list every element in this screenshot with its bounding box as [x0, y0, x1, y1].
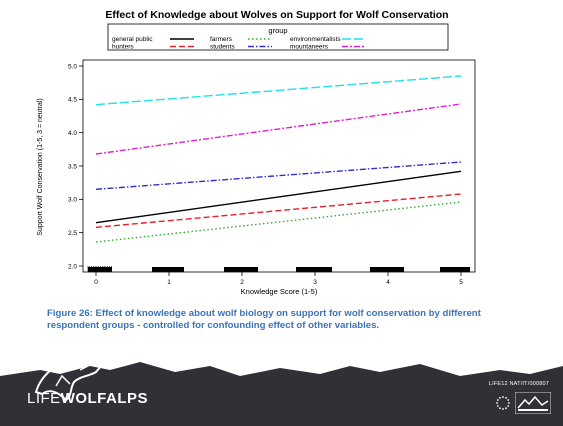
series-lines — [95, 75, 462, 243]
y-axis-label: Support Wolf Conservation (1-5, 3 = neut… — [37, 98, 44, 235]
rug-bar — [370, 267, 404, 272]
plot-frame — [82, 59, 476, 273]
y-tick-label: 4.0 — [68, 130, 77, 137]
y-tick-label: 4.5 — [68, 97, 77, 104]
footer-banner — [0, 354, 563, 426]
series-line-hunters — [95, 193, 462, 229]
natura2000-logo-icon — [515, 392, 551, 414]
series-line-mountaneers — [95, 103, 462, 155]
y-tick-label: 2.5 — [68, 230, 77, 237]
y-tick-label: 3.5 — [68, 163, 77, 170]
legend-box — [107, 23, 449, 51]
legend-label: general public — [112, 36, 153, 43]
series-line-farmers — [95, 201, 462, 243]
rug-marks — [87, 266, 470, 272]
rug-bar — [296, 267, 332, 272]
legend-label: hunters — [112, 44, 134, 51]
brand-prefix: LIFE — [27, 390, 61, 407]
x-tick-label: 5 — [459, 279, 463, 286]
eu-stars-icon — [496, 396, 510, 410]
x-tick-label: 4 — [386, 279, 390, 286]
legend-title: group — [268, 26, 287, 35]
series-line-general-public — [95, 170, 462, 224]
wolf-logo-icon — [34, 354, 103, 402]
series-line-environmentalists — [95, 75, 462, 106]
rug-bar — [88, 267, 112, 272]
legend-label: farmers — [210, 36, 233, 43]
legend-label: environmentalists — [290, 36, 341, 43]
chart-title: Effect of Knowledge about Wolves on Supp… — [105, 9, 448, 21]
mountain-silhouette — [0, 362, 563, 426]
series-line-students — [95, 161, 462, 191]
legend: group general public farmers environmental… — [107, 23, 449, 51]
brand-name: WOLFALPS — [60, 390, 149, 407]
axes: 0 1 2 3 4 5 2.0 2.5 3.0 3.5 4.0 4.5 5.0 — [68, 63, 463, 286]
legend-label: mountaneers — [290, 44, 329, 51]
figure-caption: Figure 26: Effect of knowledge about wol… — [47, 308, 481, 331]
rug-bar — [440, 267, 470, 272]
y-tick-label: 2.0 — [68, 263, 77, 270]
x-axis-label: Knowledge Score (1-5) — [241, 287, 318, 296]
wolf-logo-detail — [55, 365, 89, 387]
legend-label: students — [210, 44, 235, 51]
x-tick-label: 3 — [313, 279, 317, 286]
y-tick-label: 5.0 — [68, 63, 77, 70]
project-code: LIFE12 NAT/IT/000807 — [488, 381, 549, 387]
x-tick-label: 1 — [167, 279, 171, 286]
x-tick-label: 0 — [94, 279, 98, 286]
x-tick-label: 2 — [240, 279, 244, 286]
y-tick-label: 3.0 — [68, 197, 77, 204]
chart: Effect of Knowledge about Wolves on Supp… — [37, 9, 476, 296]
rug-bar — [152, 267, 184, 272]
brand-logo: LIFEWOLFALPS — [27, 390, 148, 407]
rug-bar — [224, 267, 258, 272]
